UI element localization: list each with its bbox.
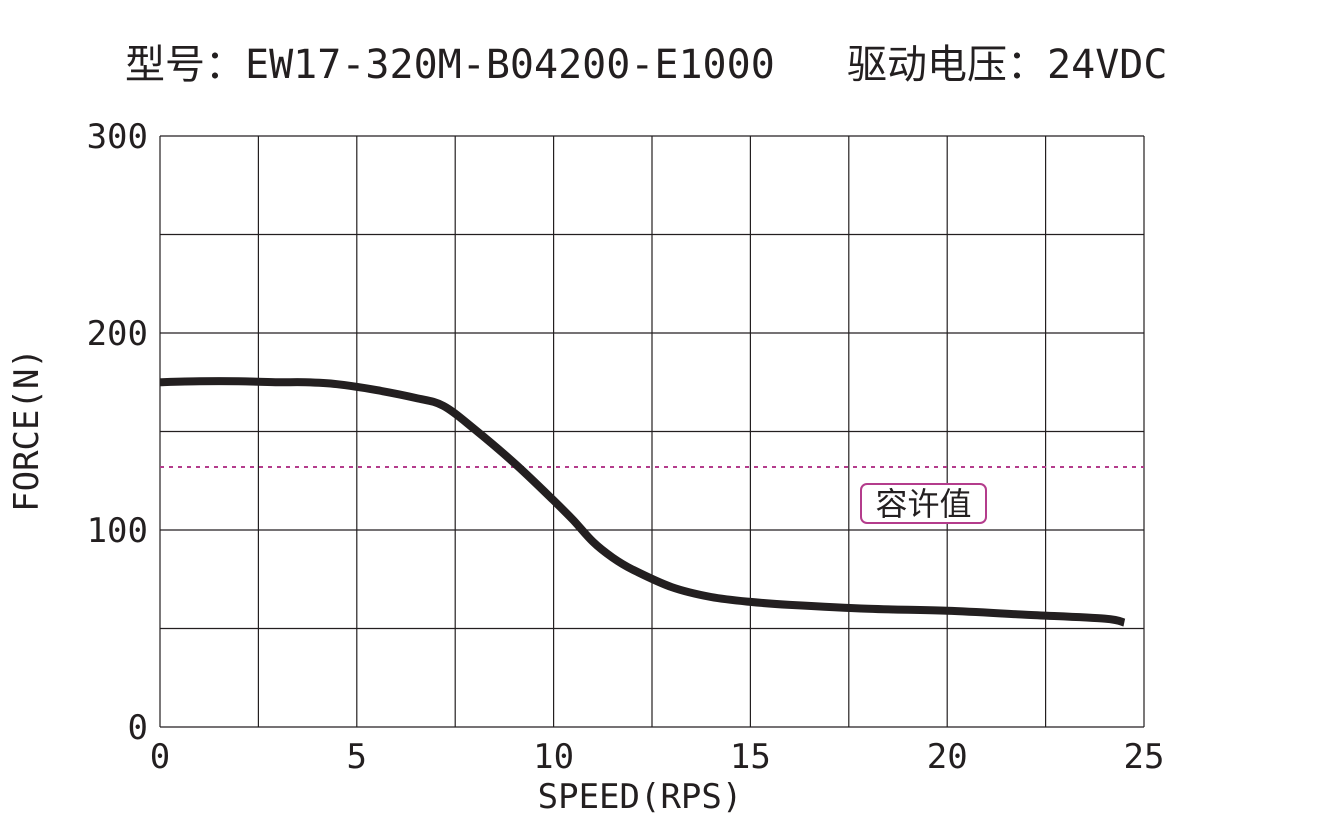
x-tick-label: 10 bbox=[533, 737, 574, 777]
y-tick-label: 100 bbox=[87, 511, 148, 551]
x-tick-label: 25 bbox=[1124, 737, 1165, 777]
chart-title: 型号：EW17-320M-B04200-E1000 驱动电压：24VDC bbox=[125, 42, 1167, 88]
y-tick-label: 300 bbox=[87, 117, 148, 157]
grid bbox=[159, 135, 1145, 728]
x-tick-label: 0 bbox=[150, 737, 170, 777]
y-tick-label: 0 bbox=[128, 708, 148, 748]
reference-line-group: 容许值 bbox=[160, 465, 1144, 524]
x-tick-label: 15 bbox=[730, 737, 771, 777]
x-tick-label: 5 bbox=[347, 737, 367, 777]
series-group bbox=[159, 377, 1126, 627]
reference-label: 容许值 bbox=[875, 485, 971, 523]
reference-label-box bbox=[860, 483, 987, 524]
x-axis-label: SPEED(RPS) bbox=[538, 777, 743, 817]
y-axis-label: FORCE(N) bbox=[7, 348, 47, 512]
force-curve bbox=[159, 377, 1126, 627]
y-tick-label: 200 bbox=[87, 314, 148, 354]
tick-labels: 0 5 10 15 20 25 0 100 200 300 bbox=[87, 117, 1165, 777]
x-tick-label: 20 bbox=[927, 737, 968, 777]
